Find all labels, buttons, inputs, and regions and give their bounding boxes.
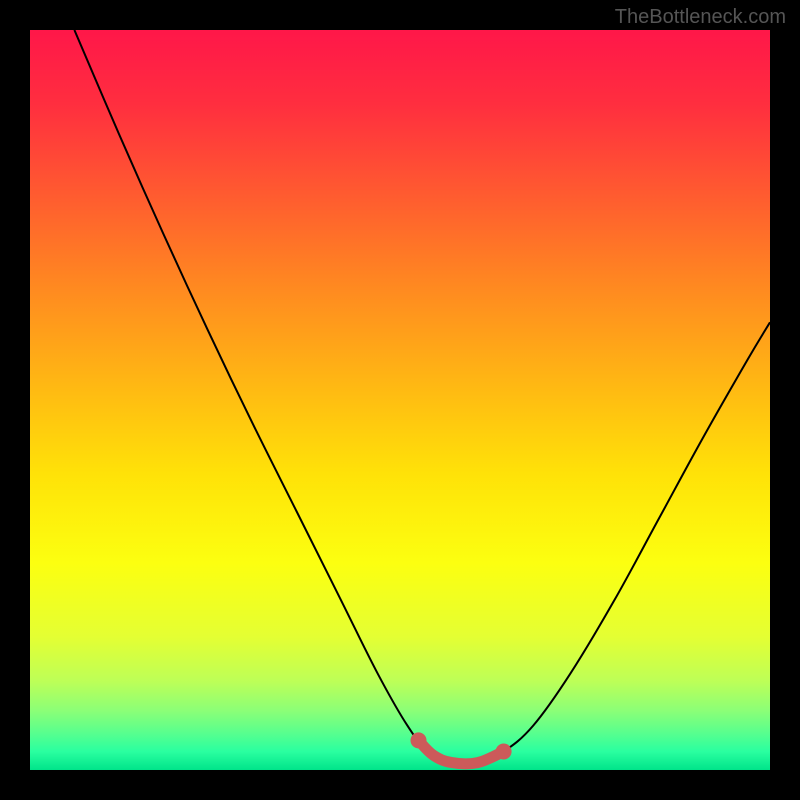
bottleneck-chart [30, 30, 770, 770]
watermark-text: TheBottleneck.com [615, 6, 786, 29]
chart-accent-zone [30, 30, 770, 770]
